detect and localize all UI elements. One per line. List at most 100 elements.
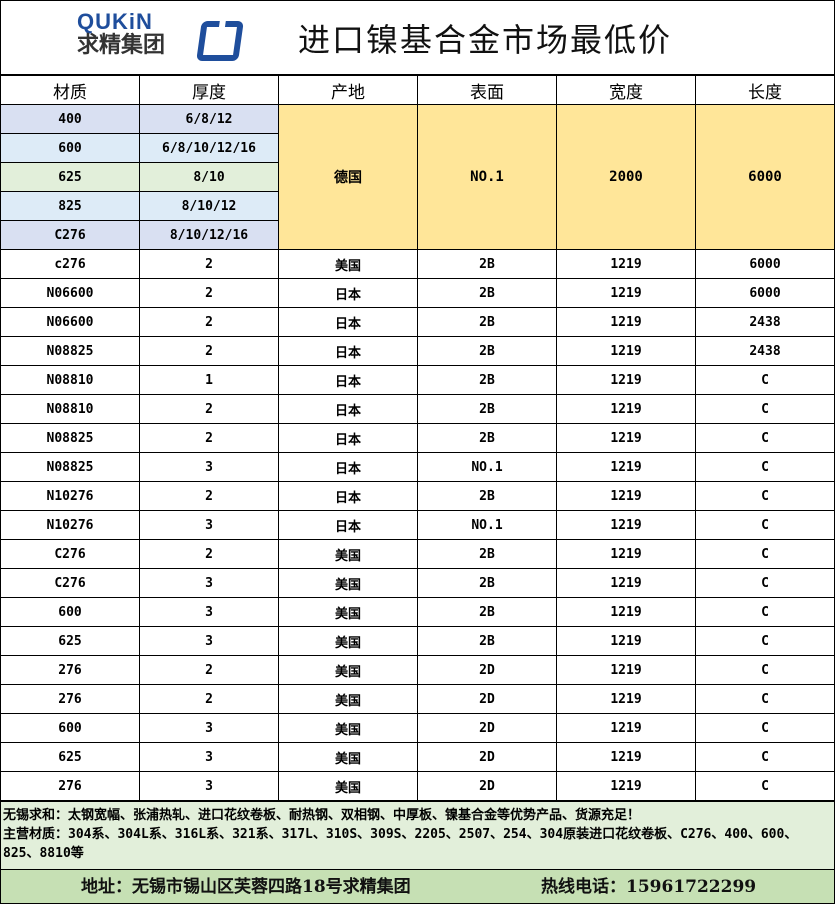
table-cell: 2D <box>417 713 557 743</box>
table-cell: 日本 <box>278 481 418 511</box>
price-table: 材质 厚度 产地 表面 宽度 长度 400 6/8/12 德国 NO.1 2000 6000 600 6… <box>1 75 834 801</box>
table-cell: 2D <box>417 655 557 685</box>
table-cell: 美国 <box>278 713 418 743</box>
table-cell: 1219 <box>556 568 696 598</box>
table-cell: 2B <box>417 539 557 569</box>
table-cell: 1219 <box>556 394 696 424</box>
table-cell: 日本 <box>278 394 418 424</box>
table-row: N10276 2 日本 2B 1219 C <box>1 481 834 511</box>
table-cell: 2B <box>417 597 557 627</box>
header: QUKiN 求精集团 进口镍基合金市场最低价 <box>1 1 834 75</box>
table-cell: 2 <box>139 336 279 366</box>
table-cell: 3 <box>139 452 279 482</box>
table-cell: 日本 <box>278 452 418 482</box>
table-row: 625 3 美国 2B 1219 C <box>1 626 834 656</box>
column-header: 厚度 <box>139 75 279 105</box>
table-cell: 日本 <box>278 278 418 308</box>
table-cell: 3 <box>139 597 279 627</box>
table-row: N08825 2 日本 2B 1219 C <box>1 423 834 453</box>
table-cell: 3 <box>139 510 279 540</box>
table-cell: 2B <box>417 249 557 279</box>
column-header: 产地 <box>278 75 418 105</box>
table-cell: 1219 <box>556 336 696 366</box>
table-cell: C276 <box>1 568 140 598</box>
table-cell: 2B <box>417 278 557 308</box>
table-row: N06600 2 日本 2B 1219 6000 <box>1 278 834 308</box>
table-row: 600 3 美国 2B 1219 C <box>1 597 834 627</box>
table-cell: N08825 <box>1 423 140 453</box>
table-cell: 1219 <box>556 539 696 569</box>
table-cell: C <box>695 713 834 743</box>
table-row: N06600 2 日本 2B 1219 2438 <box>1 307 834 337</box>
table-cell: C <box>695 539 834 569</box>
table-cell: 3 <box>139 568 279 598</box>
table-cell: 625 <box>1 162 140 192</box>
table-cell: 6000 <box>695 104 834 250</box>
table-row: 276 2 美国 2D 1219 C <box>1 684 834 714</box>
table-cell: 美国 <box>278 655 418 685</box>
column-header: 材质 <box>1 75 140 105</box>
table-cell: 2 <box>139 423 279 453</box>
table-cell: N06600 <box>1 278 140 308</box>
table-cell: 625 <box>1 742 140 772</box>
table-cell: C <box>695 597 834 627</box>
table-cell: 2 <box>139 655 279 685</box>
table-cell: 1219 <box>556 452 696 482</box>
table-cell: 2B <box>417 626 557 656</box>
notes: 无锡求和：太钢宽幅、张浦热轧、进口花纹卷板、耐热钢、双相钢、中厚板、镍基合金等优… <box>1 801 834 869</box>
table-cell: 8/10 <box>139 162 279 192</box>
table-cell: 2B <box>417 568 557 598</box>
table-cell: 德国 <box>278 104 418 250</box>
table-cell: 2B <box>417 307 557 337</box>
table-row: 276 3 美国 2D 1219 C <box>1 771 834 801</box>
table-cell: 美国 <box>278 597 418 627</box>
table-row: 625 3 美国 2D 1219 C <box>1 742 834 772</box>
table-cell: C <box>695 365 834 395</box>
table-row: C276 8/10/12/16 <box>1 220 834 250</box>
table-cell: 日本 <box>278 423 418 453</box>
table-cell: 1219 <box>556 684 696 714</box>
table-cell: N08810 <box>1 365 140 395</box>
table-row: 825 8/10/12 <box>1 191 834 221</box>
table-cell: 日本 <box>278 307 418 337</box>
table-cell: 美国 <box>278 626 418 656</box>
table-cell: 2 <box>139 307 279 337</box>
table-row: 400 6/8/12 德国 NO.1 2000 6000 <box>1 104 834 250</box>
table-cell: 美国 <box>278 684 418 714</box>
table-cell: C <box>695 452 834 482</box>
table-cell: N10276 <box>1 481 140 511</box>
table-cell: 1219 <box>556 278 696 308</box>
table-cell: 1219 <box>556 307 696 337</box>
table-cell: 1219 <box>556 510 696 540</box>
table-cell: C <box>695 481 834 511</box>
table-row: N08810 2 日本 2B 1219 C <box>1 394 834 424</box>
table-cell: N08825 <box>1 452 140 482</box>
table-cell: 6000 <box>695 278 834 308</box>
column-header: 表面 <box>417 75 557 105</box>
table-cell: 625 <box>1 626 140 656</box>
table-cell: 276 <box>1 771 140 801</box>
table-cell: C <box>695 684 834 714</box>
table-cell: 276 <box>1 655 140 685</box>
table-cell: C <box>695 568 834 598</box>
table-cell: C <box>695 394 834 424</box>
table-cell: 1219 <box>556 655 696 685</box>
table-cell: 1219 <box>556 713 696 743</box>
address: 地址：无锡市锡山区芙蓉四路18号求精集团 <box>81 877 411 897</box>
table-cell: 1 <box>139 365 279 395</box>
table-cell: 1219 <box>556 597 696 627</box>
table-cell: 3 <box>139 626 279 656</box>
table-cell: 美国 <box>278 771 418 801</box>
table-cell: 600 <box>1 597 140 627</box>
table-cell: 8/10/12/16 <box>139 220 279 250</box>
table-cell: C276 <box>1 220 140 250</box>
table-row: 600 6/8/10/12/16 <box>1 133 834 163</box>
table-cell: 1219 <box>556 626 696 656</box>
table-cell: 2D <box>417 684 557 714</box>
table-cell: 2B <box>417 423 557 453</box>
page-title: 进口镍基合金市场最低价 <box>298 21 673 59</box>
table-cell: c276 <box>1 249 140 279</box>
table-cell: C276 <box>1 539 140 569</box>
table-cell: 美国 <box>278 249 418 279</box>
